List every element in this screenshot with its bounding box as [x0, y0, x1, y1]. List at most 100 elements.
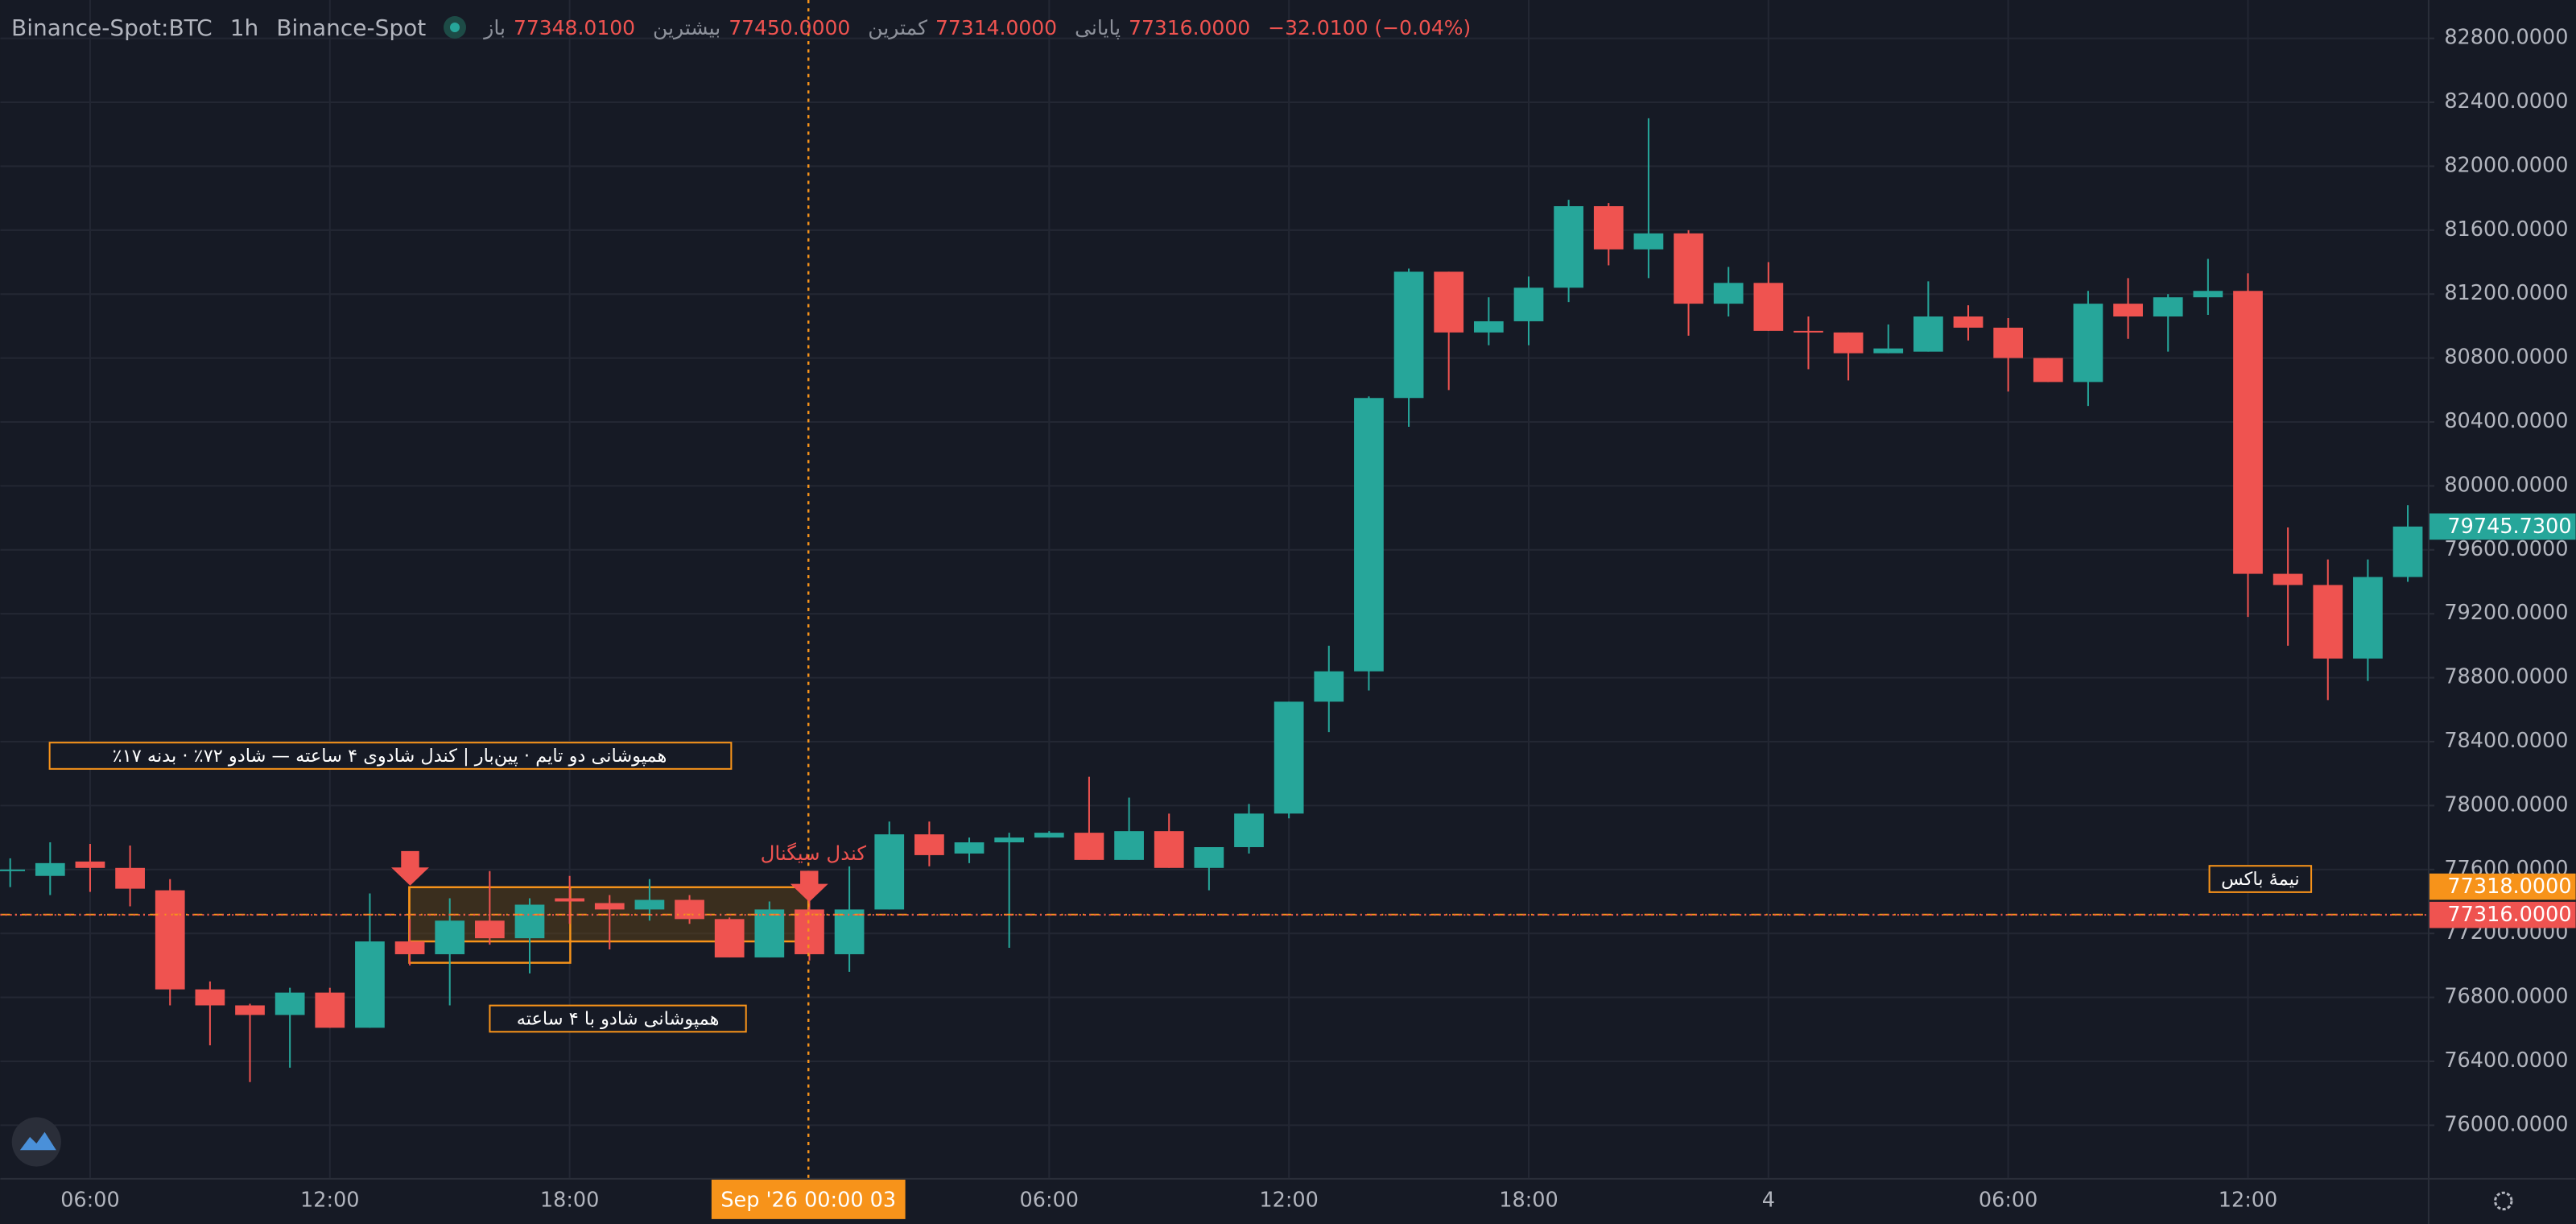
candle-body: [834, 909, 865, 954]
candle-body: [2153, 297, 2183, 317]
price-label: 77318.0000: [2447, 875, 2571, 899]
ohlc-label: بیشترین: [653, 15, 721, 39]
candle-body: [1473, 320, 1504, 333]
candle-body: [914, 834, 944, 855]
price-label-box: [2429, 901, 2576, 928]
y-tick-label: 80000.0000: [2444, 473, 2568, 497]
candle-body: [315, 992, 345, 1028]
candle-body: [2273, 573, 2303, 585]
y-tick-label: 81200.0000: [2444, 281, 2568, 305]
candle-body: [514, 904, 545, 939]
candle-body: [1554, 206, 1583, 288]
y-tick-label: 81600.0000: [2444, 217, 2568, 242]
candle-body: [1314, 671, 1344, 702]
candle-body: [1274, 701, 1304, 814]
candle-body: [994, 837, 1025, 843]
candle-body: [1114, 831, 1144, 860]
candle-body: [1154, 831, 1184, 868]
y-tick-label: 80400.0000: [2444, 409, 2568, 433]
candle-body: [115, 867, 145, 889]
candle-body: [155, 890, 185, 990]
candle-body: [0, 869, 26, 871]
candle-body: [675, 899, 704, 920]
y-tick-label: 79200.0000: [2444, 601, 2568, 625]
x-tick-label: 18:00: [540, 1188, 600, 1212]
y-tick-label: 78000.0000: [2444, 792, 2568, 817]
last-price-label: 79745.7300: [2447, 515, 2571, 539]
x-tick-label: 4: [1762, 1188, 1775, 1212]
candle-body: [2193, 291, 2223, 298]
candle-body: [1593, 206, 1624, 250]
last-price-box: [2429, 513, 2576, 540]
candle-body: [394, 941, 425, 954]
y-tick-label: 76800.0000: [2444, 985, 2568, 1009]
candle-body: [1713, 283, 1744, 304]
x-tick-label: 18:00: [1499, 1188, 1558, 1212]
signal-label: کندل سیگنال: [761, 842, 867, 865]
y-tick-label: 82400.0000: [2444, 89, 2568, 114]
price-label-box: [2429, 873, 2576, 900]
candle-body: [1873, 348, 1904, 354]
status-dot: [444, 16, 467, 39]
candle-body: [1194, 846, 1224, 868]
candle-body: [474, 920, 505, 939]
x-tick-label: 12:00: [1259, 1188, 1319, 1212]
candle-body: [1034, 833, 1064, 838]
ohlc-label: کمترین: [868, 15, 927, 39]
candle-body: [1074, 833, 1104, 860]
candle-body: [714, 919, 745, 957]
y-tick-label: 78400.0000: [2444, 729, 2568, 753]
candle-body: [235, 1005, 265, 1015]
annotation-text: نیمهٔ باکس: [2221, 869, 2300, 890]
candle-body: [1354, 398, 1384, 672]
x-tick-label: 12:00: [300, 1188, 360, 1212]
axes: 76000.000076400.000076800.000077200.0000…: [60, 26, 2576, 1212]
candle-body: [1434, 271, 1464, 333]
x-tick-label: 12:00: [2219, 1188, 2278, 1212]
crosshair-label: Sep '26 00:00 03: [720, 1188, 896, 1212]
candle-body: [1674, 233, 1703, 304]
candle-body: [1993, 327, 2024, 358]
ohlc-item: کمترین 77314.0000: [868, 16, 1057, 39]
candle-body: [1393, 271, 1424, 399]
ohlc-label: پایانی: [1075, 15, 1121, 39]
ohlc-value: 77316.0000: [1129, 15, 1251, 39]
ohlc-value: 77314.0000: [935, 15, 1058, 39]
candle-body: [275, 992, 305, 1015]
candle-body: [1753, 283, 1784, 331]
y-tick-label: 80800.0000: [2444, 345, 2568, 370]
ohlc-item: بیشترین 77450.0000: [653, 16, 850, 39]
ohlc-label: باز: [484, 15, 506, 39]
annotation-text: همپوشانی دو تایم · پین‌بار | کندل شادوی …: [113, 746, 667, 767]
candle-body: [634, 899, 665, 910]
arrow-marker: [391, 850, 429, 886]
candle-body: [795, 909, 824, 954]
y-tick-label: 82000.0000: [2444, 153, 2568, 177]
logo[interactable]: [11, 1117, 61, 1167]
y-tick-label: 78800.0000: [2444, 665, 2568, 689]
candle-body: [2113, 304, 2143, 317]
candle-body: [2353, 577, 2383, 659]
candle-body: [75, 861, 105, 868]
settings-icon[interactable]: [2494, 1191, 2513, 1211]
candle-body: [2233, 291, 2263, 574]
candle-body: [594, 903, 625, 910]
interval[interactable]: 1h: [229, 14, 259, 41]
change: −32.0100 (−0.04%): [1268, 15, 1472, 39]
x-tick-label: 06:00: [60, 1188, 119, 1212]
candle-body: [1833, 332, 1864, 354]
candle-body: [2313, 585, 2343, 659]
candle-body: [1513, 287, 1544, 321]
x-tick-label: 06:00: [1020, 1188, 1080, 1212]
ohlc-item: باز 77348.0100: [484, 16, 635, 39]
candle-body: [1234, 813, 1264, 847]
exchange: Binance-Spot: [276, 14, 427, 41]
candle-body: [355, 941, 385, 1028]
y-tick-label: 79600.0000: [2444, 537, 2568, 561]
candle-body: [435, 920, 465, 954]
candle-body: [2392, 526, 2423, 577]
logo-icon: [19, 1131, 56, 1151]
candle-body: [754, 909, 785, 957]
symbol[interactable]: Binance-Spot:BTC: [11, 14, 213, 41]
